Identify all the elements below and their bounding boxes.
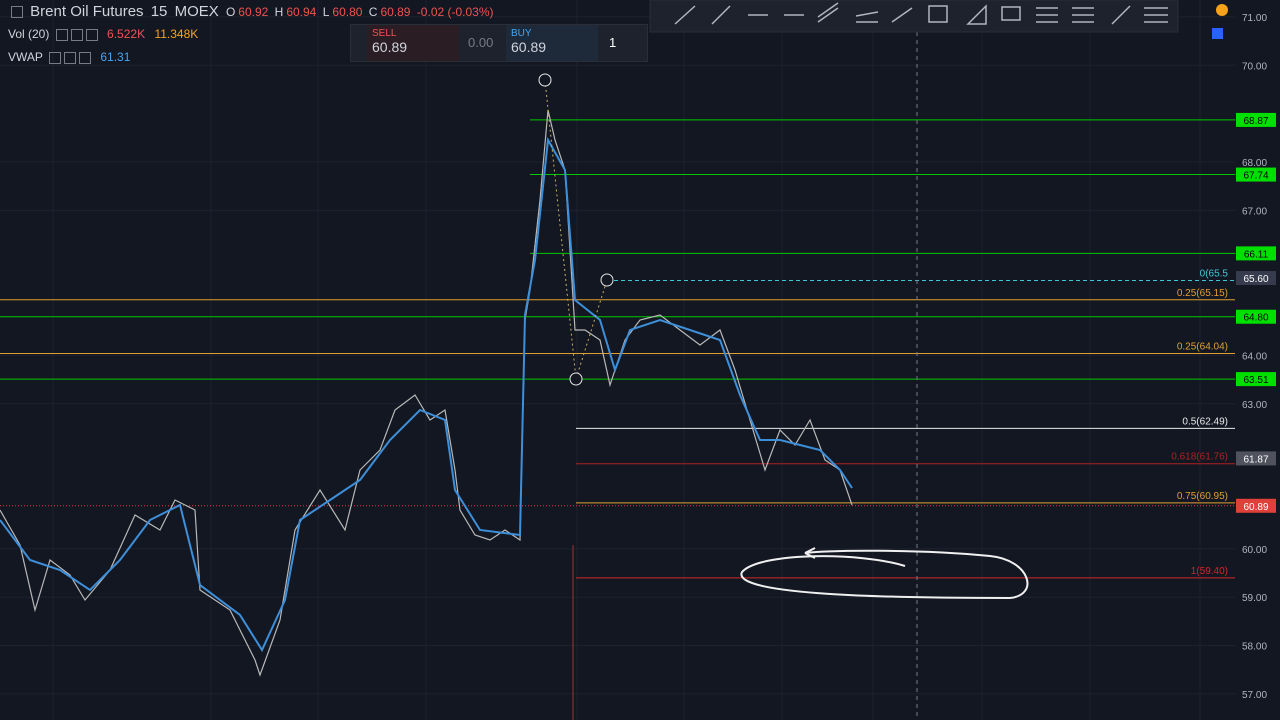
ohlc: O 60.92 H 60.94 L 60.80 C 60.89 -0.02 (-0.03… [226,5,497,19]
level-price-box [1236,309,1276,324]
alert-icon[interactable] [1216,4,1228,16]
indicator-value: 61.31 [100,50,131,64]
trade-panel: SELL 60.89 0.00 BUY 60.89 1 [350,24,648,62]
buy-label: BUY [511,28,532,39]
fib-label: 0.618(61.76) [1171,452,1228,463]
fib-label: 0.25(65.15) [1177,288,1228,299]
price-box [1236,451,1276,466]
vertical-grid [52,0,1201,720]
fib-label: 0.5(62.49) [1182,416,1228,427]
exchange: MOEX [174,3,219,20]
price-tick-label: 70.00 [1242,61,1267,72]
price-tick-label: 63.00 [1242,400,1267,411]
hand-drawn-arrow [804,547,816,559]
spread: 0.00 [468,35,494,50]
high-label: H [274,5,284,19]
quantity[interactable]: 1 [609,35,617,50]
change-value: -0.02 (-0.03%) [416,5,494,19]
price-box [1236,498,1276,513]
price-label: 61.87 [1243,454,1268,465]
indicator-button[interactable] [49,51,62,64]
open-label: O [225,5,236,19]
settings-icon[interactable] [1212,28,1223,39]
level-price-box [1236,246,1276,261]
interval[interactable]: 15 [150,3,168,20]
price-box [1236,271,1276,286]
sell-button[interactable]: SELL 60.89 [367,25,459,61]
fib-label: 0.75(60.95) [1177,491,1228,502]
price-tick-label: 64.00 [1242,351,1267,362]
level-price-label: 63.51 [1243,375,1268,386]
indicator-button[interactable] [55,28,68,41]
close-value: 60.89 [380,5,411,19]
price-tick-label: 59.00 [1242,593,1267,604]
price-tick-label: 71.00 [1242,13,1267,24]
fib-trend [575,279,608,380]
indicator-volume: Vol (20) 6.522K 11.348K [8,27,198,41]
sell-label: SELL [372,28,397,39]
buy-button[interactable]: BUY 60.89 [506,25,598,61]
indicator-button[interactable] [79,51,92,64]
indicator-button[interactable] [85,28,98,41]
collapse-button[interactable] [11,6,23,19]
price-tick-label: 58.00 [1242,642,1267,653]
anchor-point[interactable] [538,73,552,87]
close-label: C [368,5,378,19]
indicator-value: 11.348K [154,27,199,41]
indicator-button[interactable] [64,51,77,64]
sell-price: 60.89 [372,39,408,55]
level-price-label: 68.87 [1243,116,1268,127]
price-label: 60.89 [1243,502,1268,513]
anchor-point[interactable] [569,372,583,386]
fib-label: 0.25(64.04) [1177,341,1228,352]
horizontal-grid [0,16,1235,695]
level-price-box [1236,112,1276,127]
indicator-name[interactable]: Vol (20) [8,27,50,41]
buy-price: 60.89 [511,39,547,55]
low-value: 60.80 [332,5,363,19]
level-price-label: 64.80 [1243,313,1268,324]
price-tick-label: 67.00 [1242,206,1267,217]
level-price-box [1236,167,1276,182]
drawing-toolbar [649,0,1228,39]
price-axis-labels: 57.00 58.00 59.00 60.00 63.00 64.00 67.00 68.00… [1236,13,1276,701]
indicator-vwap: VWAP 61.31 [8,50,130,64]
symbol-header: Brent Oil Futures 15 MOEX O 60.92 H 60.94 … [8,3,500,20]
indicator-name[interactable]: VWAP [8,50,43,64]
open-value: 60.92 [238,5,269,19]
price-tick-label: 68.00 [1242,158,1267,169]
price-line [0,109,853,677]
level-price-box [1236,372,1276,387]
vwap-line [0,136,853,653]
indicator-value: 6.522K [107,27,146,41]
anchor-point[interactable] [600,273,614,287]
high-value: 60.94 [286,5,317,19]
price-tick-label: 57.00 [1242,690,1267,701]
low-label: L [322,5,330,19]
indicator-button[interactable] [70,28,83,41]
level-lines: 0(65.5 0.25(65.15) 0.25(64.04) 0.5(62.49) 0.… [0,119,1235,579]
symbol-name[interactable]: Brent Oil Futures [30,3,144,20]
fib-label: 1(59.40) [1191,566,1228,577]
level-price-label: 66.11 [1244,249,1269,260]
price-tick-label: 60.00 [1242,545,1267,556]
fib-trend [544,79,577,380]
price-label: 65.60 [1243,274,1268,285]
hand-drawn-ellipse [740,549,1029,600]
level-price-label: 67.74 [1243,171,1268,182]
fib-label: 0(65.5 [1200,268,1229,279]
